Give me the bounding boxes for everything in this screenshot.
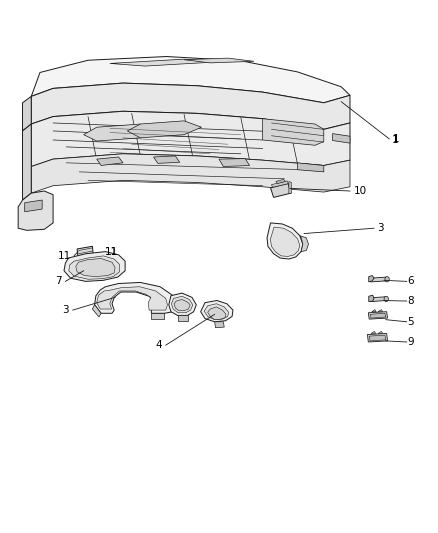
Circle shape — [384, 296, 389, 302]
Polygon shape — [367, 334, 388, 342]
Polygon shape — [97, 157, 123, 165]
Text: 7: 7 — [55, 277, 62, 286]
Polygon shape — [204, 304, 229, 320]
Polygon shape — [370, 297, 386, 302]
Polygon shape — [297, 163, 324, 172]
Text: 3: 3 — [378, 223, 384, 233]
Polygon shape — [22, 124, 31, 200]
Polygon shape — [184, 58, 254, 63]
Polygon shape — [368, 312, 388, 319]
Polygon shape — [378, 332, 383, 334]
Text: 6: 6 — [408, 277, 414, 286]
Polygon shape — [31, 154, 350, 193]
Polygon shape — [110, 59, 219, 66]
Polygon shape — [22, 96, 31, 131]
Circle shape — [385, 277, 389, 282]
Polygon shape — [18, 191, 53, 230]
Polygon shape — [31, 83, 350, 130]
Polygon shape — [151, 313, 164, 319]
Polygon shape — [92, 305, 101, 317]
Polygon shape — [64, 252, 125, 281]
Polygon shape — [69, 256, 120, 279]
Polygon shape — [271, 183, 291, 197]
Text: 4: 4 — [155, 340, 162, 350]
Polygon shape — [370, 313, 386, 318]
Polygon shape — [332, 134, 350, 143]
Text: 9: 9 — [408, 337, 414, 347]
Polygon shape — [177, 316, 187, 321]
Text: 8: 8 — [408, 296, 414, 306]
Polygon shape — [169, 293, 196, 316]
Polygon shape — [370, 277, 387, 282]
Polygon shape — [95, 282, 175, 313]
Polygon shape — [208, 307, 226, 320]
Polygon shape — [31, 56, 350, 103]
Text: 5: 5 — [408, 317, 414, 327]
Polygon shape — [76, 259, 115, 277]
Polygon shape — [271, 227, 300, 256]
Polygon shape — [300, 236, 308, 252]
Polygon shape — [215, 322, 224, 328]
Polygon shape — [127, 121, 201, 138]
Text: 1: 1 — [393, 134, 399, 144]
Polygon shape — [289, 181, 291, 193]
Polygon shape — [77, 246, 93, 257]
Polygon shape — [153, 156, 180, 164]
Polygon shape — [219, 159, 250, 166]
Polygon shape — [369, 335, 386, 341]
Text: 11: 11 — [105, 247, 118, 256]
Text: 3: 3 — [63, 305, 69, 315]
Text: 1: 1 — [392, 135, 398, 145]
Polygon shape — [201, 301, 233, 322]
Polygon shape — [97, 287, 167, 310]
Polygon shape — [25, 200, 42, 212]
Polygon shape — [276, 179, 286, 183]
Polygon shape — [272, 181, 288, 187]
Polygon shape — [372, 310, 376, 312]
Text: 11: 11 — [105, 247, 118, 256]
Polygon shape — [378, 310, 383, 312]
Polygon shape — [171, 296, 193, 313]
Text: 11: 11 — [57, 251, 71, 261]
Polygon shape — [84, 124, 153, 141]
Polygon shape — [174, 300, 190, 311]
Polygon shape — [267, 223, 303, 259]
Polygon shape — [371, 332, 376, 334]
Text: 10: 10 — [353, 186, 367, 196]
Polygon shape — [263, 119, 324, 146]
Polygon shape — [31, 111, 350, 166]
Polygon shape — [369, 276, 374, 282]
Polygon shape — [369, 295, 374, 302]
